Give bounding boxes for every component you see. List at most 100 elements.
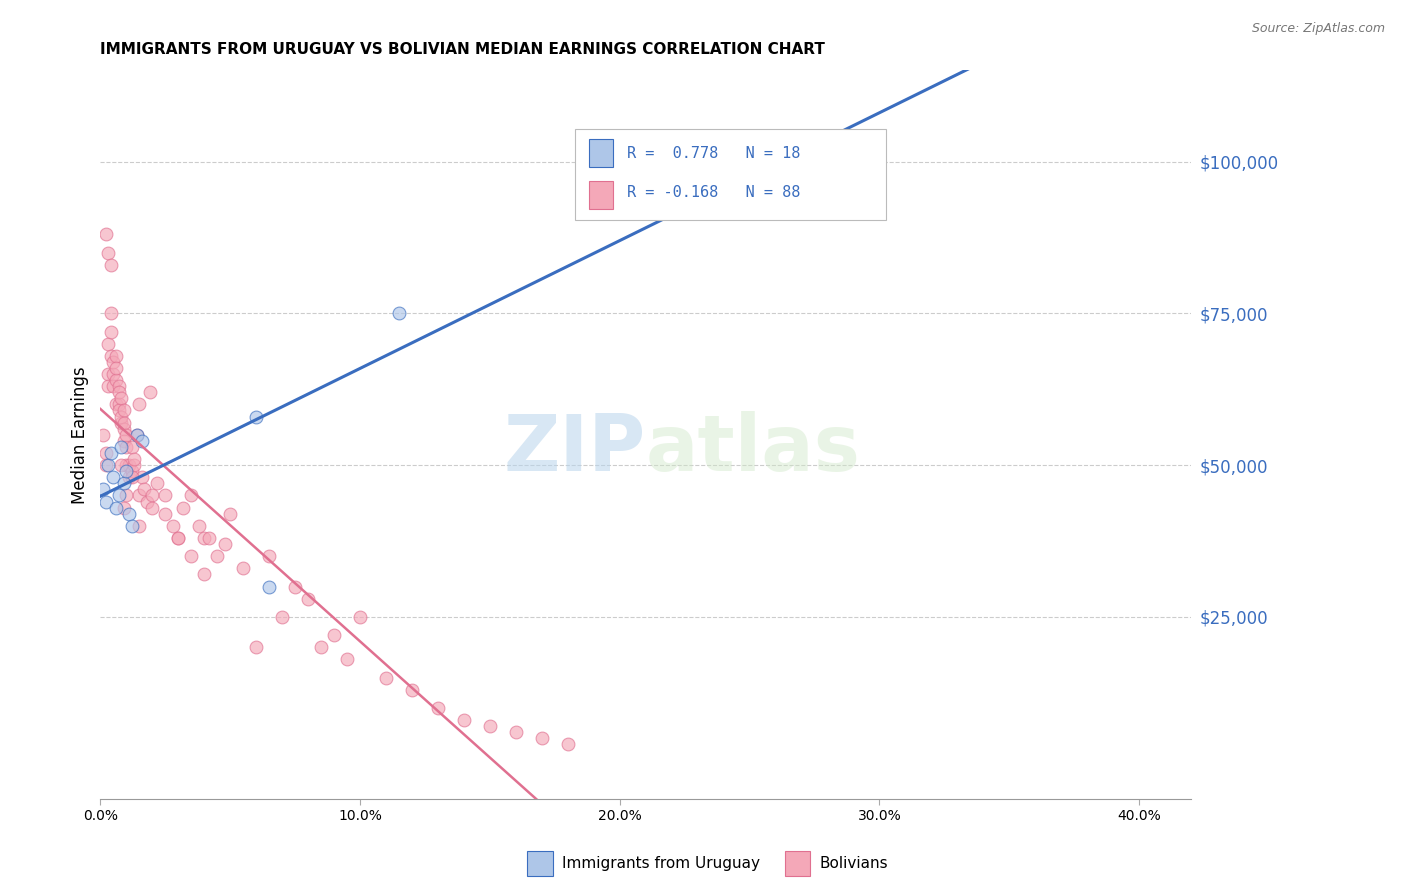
Point (401, 682, 423, 697)
Point (180, 488, 202, 502)
Point (115, 458, 138, 472)
Point (146, 476, 169, 491)
Point (205, 549, 228, 564)
Point (91, 483, 114, 497)
Point (107, 379, 129, 393)
Point (193, 567, 215, 582)
Point (138, 385, 160, 400)
Point (219, 507, 242, 521)
Bar (785, 851, 810, 876)
Point (257, 549, 280, 564)
Y-axis label: Median Earnings: Median Earnings (72, 366, 89, 504)
Point (193, 531, 215, 545)
Point (100, 325, 122, 339)
Point (118, 458, 141, 472)
Point (115, 427, 138, 442)
Point (125, 427, 148, 442)
Point (323, 628, 346, 642)
Point (125, 427, 148, 442)
Point (100, 258, 122, 272)
Point (118, 470, 141, 484)
Point (107, 397, 129, 411)
Point (131, 434, 153, 448)
Point (162, 518, 184, 533)
Point (100, 306, 122, 320)
Point (188, 518, 211, 533)
Point (104, 361, 127, 376)
Point (172, 500, 194, 515)
Point (118, 507, 141, 521)
Point (104, 500, 127, 515)
Text: atlas: atlas (645, 411, 860, 487)
Point (349, 610, 371, 624)
Point (115, 440, 138, 454)
Point (336, 652, 359, 666)
Point (271, 610, 294, 624)
Point (530, 731, 553, 746)
Point (104, 349, 127, 363)
Point (128, 518, 150, 533)
Point (505, 725, 527, 739)
Text: R =  0.778   N = 18: R = 0.778 N = 18 (627, 145, 800, 161)
Point (297, 591, 319, 606)
Point (245, 409, 267, 424)
Point (453, 713, 475, 727)
Point (104, 373, 127, 387)
Point (121, 470, 143, 484)
Point (110, 416, 132, 430)
Bar (575, 128, 886, 219)
Point (97, 379, 120, 393)
Point (91, 427, 114, 442)
Point (141, 500, 163, 515)
Point (257, 580, 280, 594)
Bar (527, 851, 553, 876)
Point (122, 458, 145, 472)
Point (128, 397, 150, 411)
Point (110, 392, 132, 406)
Point (141, 488, 163, 502)
Point (134, 483, 156, 497)
Point (94, 446, 117, 460)
Point (100, 446, 122, 460)
Point (167, 531, 190, 545)
Point (103, 367, 125, 381)
Point (198, 531, 221, 545)
Point (557, 738, 579, 752)
Point (97, 336, 120, 351)
Point (104, 397, 127, 411)
Point (94, 458, 117, 472)
Point (478, 719, 501, 733)
Point (609, 203, 631, 218)
Point (122, 452, 145, 467)
Point (121, 518, 143, 533)
Point (110, 458, 132, 472)
Point (103, 379, 125, 393)
Point (94, 494, 117, 508)
Point (180, 549, 202, 564)
Point (112, 500, 135, 515)
Point (112, 403, 135, 417)
Point (284, 580, 307, 594)
Point (121, 464, 143, 478)
Point (426, 701, 449, 715)
Point (232, 561, 254, 575)
Point (103, 355, 125, 369)
Point (97, 458, 120, 472)
Text: R = -0.168   N = 88: R = -0.168 N = 88 (627, 185, 800, 200)
Point (110, 440, 132, 454)
Point (100, 349, 122, 363)
Point (155, 507, 177, 521)
Point (375, 671, 398, 685)
Point (103, 470, 125, 484)
Point (245, 640, 267, 655)
Point (128, 488, 150, 502)
Point (112, 476, 135, 491)
Text: Source: ZipAtlas.com: Source: ZipAtlas.com (1251, 22, 1385, 36)
Point (94, 227, 117, 242)
Point (115, 488, 138, 502)
Point (115, 464, 138, 478)
Point (112, 416, 135, 430)
Point (112, 422, 135, 436)
Point (155, 488, 177, 502)
Text: ZIP: ZIP (503, 411, 645, 487)
